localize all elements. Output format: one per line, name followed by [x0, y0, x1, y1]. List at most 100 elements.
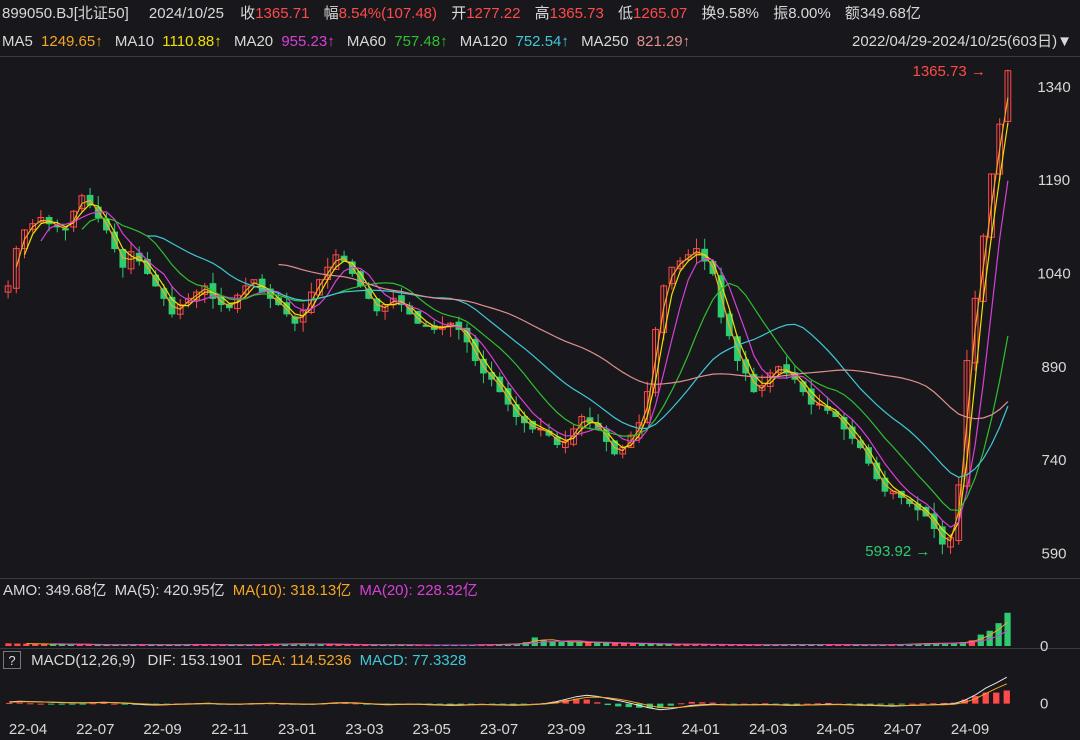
volume-bar: [745, 644, 752, 646]
y-tick-label: 1340: [1037, 79, 1070, 96]
volume-bar: [326, 644, 333, 646]
close-label: 收: [240, 5, 256, 22]
candle-body: [12, 248, 20, 289]
candle-body: [332, 254, 340, 270]
candle-body: [561, 440, 569, 448]
symbol-label[interactable]: 899050.BJ[北证50]: [2, 5, 129, 22]
ma250-legend[interactable]: MA250 821.29↑: [581, 33, 694, 50]
candle-body: [398, 295, 405, 306]
ma60-label: MA60: [346, 33, 387, 50]
amo-ma10-value: MA(10): 318.13亿: [232, 582, 352, 599]
candle-body: [29, 223, 37, 230]
macd-histogram-bar: [888, 703, 895, 705]
candle-body: [693, 248, 700, 255]
volume-bar: [950, 642, 958, 646]
macd-histogram-bar: [667, 703, 674, 706]
macd-histogram-bar: [930, 703, 937, 705]
volume-bar: [817, 644, 824, 646]
volume-bar: [585, 642, 592, 646]
macd-histogram-bar: [783, 703, 790, 705]
volume-bar: [665, 644, 672, 646]
volume-bar: [397, 644, 405, 646]
macd-histogram-bar: [846, 703, 853, 705]
macd-histogram-bar: [814, 703, 821, 705]
macd-histogram-bar: [100, 702, 107, 704]
ma120-label: MA120: [459, 33, 508, 50]
amo-ma20-value: MA(20): 228.32亿: [359, 582, 478, 599]
volume-bar: [76, 644, 83, 646]
volume-bar: [148, 644, 155, 646]
turnover-label: 换: [701, 5, 717, 22]
volume-bar: [246, 644, 253, 646]
ma60-legend[interactable]: MA60 757.48↑: [347, 33, 452, 50]
volume-bar: [692, 644, 699, 646]
macd-histogram-bar: [730, 703, 737, 705]
macd-title: MACD(12,26,9): [31, 652, 136, 669]
volume-bar: [424, 645, 431, 646]
candle-body: [947, 537, 954, 548]
macd-histogram-bar: [583, 699, 590, 704]
ma250-line: [278, 263, 1009, 420]
volume-bar: [656, 644, 663, 646]
macd-histogram-bar: [573, 698, 580, 704]
x-tick-label: 22-07: [76, 721, 114, 738]
amplitude-value: 8.00%: [788, 5, 831, 22]
divider: [0, 578, 1080, 579]
volume-bar: [629, 643, 637, 646]
candle-body: [652, 328, 659, 393]
macd-histogram-bar: [58, 703, 65, 705]
ma5-legend[interactable]: MA5 1249.65↑: [2, 33, 107, 50]
macd-histogram-bar: [741, 703, 748, 705]
ma5-label: MA5: [2, 33, 33, 50]
volume-bar: [611, 643, 619, 646]
date-range-dropdown[interactable]: 2022/04/29-2024/10/25(603日)▼: [851, 33, 1072, 50]
macd-histogram-bar: [720, 703, 727, 705]
volume-bar: [210, 644, 217, 646]
x-tick-label: 23-09: [547, 721, 585, 738]
macd-histogram-bar: [121, 703, 128, 705]
y-tick-label: 740: [1041, 452, 1066, 469]
volume-bar: [995, 623, 1002, 646]
dea-value: DEA: 114.5236: [250, 652, 352, 669]
amo-ma20-line: [53, 630, 1008, 646]
macd-histogram-bar: [436, 703, 443, 705]
volume-bar: [540, 640, 547, 646]
ma20-legend[interactable]: MA20 955.23↑: [234, 33, 339, 50]
volume-bar: [32, 643, 39, 646]
volume-bar: [130, 644, 137, 646]
amo-ma5-value: MA(5): 420.95亿: [114, 582, 225, 599]
volume-bar: [112, 644, 119, 646]
low-value: 1265.07: [633, 5, 688, 22]
candle-body: [807, 388, 815, 405]
ma-legend: MA5 1249.65↑ MA10 1110.88↑ MA20 955.23↑ …: [0, 28, 1080, 56]
change-value: 8.54%(107.48): [338, 5, 438, 22]
volume-bar: [41, 644, 48, 646]
volume-bar: [139, 644, 146, 646]
volume-bar: [67, 644, 75, 646]
candle-body: [242, 285, 250, 295]
amplitude-label: 振: [773, 5, 789, 22]
ma120-value: 752.54↑: [515, 33, 569, 50]
volume-bar: [335, 644, 342, 646]
volume-bar: [442, 645, 449, 646]
help-icon[interactable]: ?: [3, 651, 21, 669]
macd-histogram-bar: [825, 702, 832, 704]
macd-histogram-bar: [688, 701, 695, 704]
volume-bar: [1004, 612, 1011, 646]
ma10-legend[interactable]: MA10 1110.88↑: [115, 33, 226, 50]
candle-body: [783, 364, 791, 374]
volume-bar: [371, 644, 378, 646]
volume-bar: [879, 644, 886, 646]
macd-histogram-bar: [972, 696, 979, 704]
high-value: 1365.73: [549, 5, 604, 22]
x-tick-label: 23-11: [615, 721, 652, 738]
volume-bar: [727, 644, 735, 646]
quote-header: 899050.BJ[北证50] 2024/10/25 收1365.71 幅8.5…: [0, 0, 1080, 28]
volume-bar: [799, 644, 806, 646]
ma120-legend[interactable]: MA120 752.54↑: [460, 33, 573, 50]
amo-ma10-line: [26, 621, 1008, 646]
volume-bar: [362, 644, 369, 646]
x-tick-label: 24-01: [682, 721, 720, 738]
turnover-value: 9.58%: [716, 5, 760, 22]
